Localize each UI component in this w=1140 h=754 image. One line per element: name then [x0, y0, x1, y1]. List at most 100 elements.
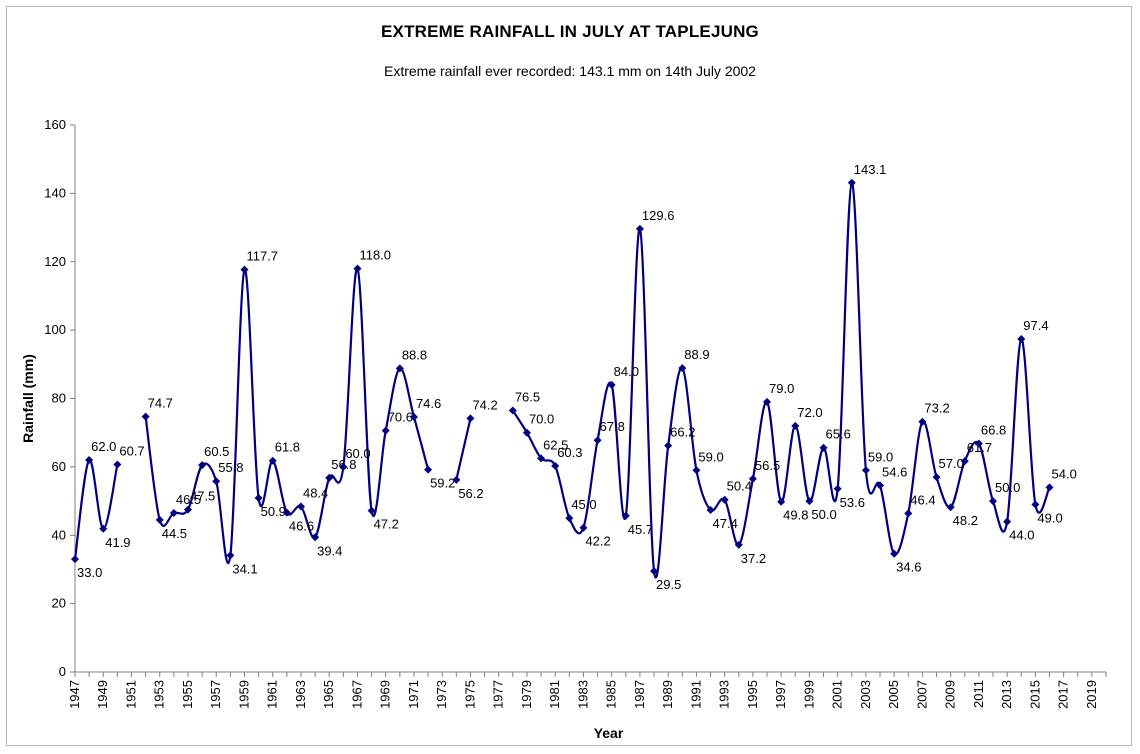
- x-tick-label: 1965: [321, 680, 336, 709]
- data-label: 62.0: [91, 439, 116, 454]
- x-tick-label: 1983: [575, 680, 590, 709]
- data-point: [890, 549, 899, 558]
- data-label: 48.4: [303, 486, 328, 501]
- x-tick-label: 1957: [208, 680, 223, 709]
- data-point: [409, 412, 418, 421]
- data-label: 46.5: [176, 492, 201, 507]
- data-point: [240, 265, 249, 274]
- data-point: [932, 473, 941, 482]
- data-point: [819, 443, 828, 452]
- data-label: 39.4: [317, 543, 342, 558]
- x-tick-label: 2009: [943, 680, 958, 709]
- series-line: [73, 458, 119, 560]
- data-point: [183, 505, 192, 514]
- x-tick-label: 1989: [660, 680, 675, 709]
- data-point: [85, 456, 94, 465]
- data-label: 47.4: [713, 516, 738, 531]
- x-tick-label: 1975: [462, 680, 477, 709]
- x-tick-label: 1999: [801, 680, 816, 709]
- x-tick-label: 2001: [830, 680, 845, 709]
- x-tick-label: 1995: [745, 680, 760, 709]
- data-point: [254, 493, 263, 502]
- data-label: 56.2: [458, 486, 483, 501]
- data-point: [1031, 500, 1040, 509]
- data-label: 59.2: [430, 476, 455, 491]
- chart-frame: [6, 6, 1132, 746]
- data-label: 72.0: [797, 405, 822, 420]
- data-point: [918, 417, 927, 426]
- y-tick-label: 60: [52, 459, 66, 474]
- data-point: [847, 178, 856, 187]
- data-point: [226, 551, 235, 560]
- data-label: 42.2: [585, 534, 610, 549]
- data-point: [678, 364, 687, 373]
- data-point: [99, 524, 108, 533]
- x-tick-label: 2005: [886, 680, 901, 709]
- x-tick-label: 1969: [378, 680, 393, 709]
- data-point: [1003, 517, 1012, 526]
- data-label: 46.6: [289, 519, 314, 534]
- data-label: 45.0: [571, 497, 596, 512]
- data-label: 59.0: [698, 449, 723, 464]
- x-tick-label: 1977: [491, 680, 506, 709]
- data-point: [692, 466, 701, 475]
- chart-title: EXTREME RAINFALL IN JULY AT TAPLEJUNG: [381, 22, 759, 41]
- data-label: 60.7: [119, 443, 144, 458]
- data-point: [452, 475, 461, 484]
- data-label: 48.2: [953, 513, 978, 528]
- data-point: [296, 502, 305, 511]
- data-label: 76.5: [515, 389, 540, 404]
- x-tick-label: 1985: [604, 680, 619, 709]
- data-label: 74.2: [472, 397, 497, 412]
- x-tick-label: 2003: [858, 680, 873, 709]
- data-label: 41.9: [105, 535, 130, 550]
- data-label: 34.1: [232, 561, 257, 576]
- data-point: [664, 441, 673, 450]
- data-label: 70.6: [388, 410, 413, 425]
- x-tick-label: 2011: [971, 680, 986, 708]
- data-label: 45.7: [628, 522, 653, 537]
- data-label: 44.0: [1009, 528, 1034, 543]
- data-label: 47.2: [374, 517, 399, 532]
- chart-subtitle: Extreme rainfall ever recorded: 143.1 mm…: [384, 63, 756, 79]
- data-point: [466, 414, 475, 423]
- x-tick-label: 1967: [349, 680, 364, 709]
- data-label: 118.0: [359, 248, 391, 263]
- data-point: [593, 436, 602, 445]
- data-point: [339, 462, 348, 471]
- data-point: [367, 506, 376, 515]
- data-point: [198, 461, 207, 470]
- x-tick-label: 1979: [519, 680, 534, 709]
- data-label: 54.6: [882, 464, 907, 479]
- data-label: 70.0: [529, 412, 554, 427]
- data-label: 54.0: [1052, 466, 1077, 481]
- data-label: 66.8: [981, 423, 1006, 438]
- x-axis-title: Year: [594, 725, 624, 741]
- data-point: [635, 224, 644, 233]
- x-tick-label: 1959: [236, 680, 251, 709]
- data-label: 47.5: [190, 489, 215, 504]
- data-label: 84.0: [614, 364, 639, 379]
- data-label: 37.2: [741, 551, 766, 566]
- data-point: [311, 533, 320, 542]
- data-point: [353, 264, 362, 273]
- data-point: [904, 509, 913, 518]
- y-axis-title: Rainfall (mm): [20, 354, 36, 443]
- data-point: [706, 505, 715, 514]
- data-point: [1017, 335, 1026, 344]
- data-point: [720, 495, 729, 504]
- data-point: [579, 523, 588, 532]
- data-label: 59.0: [868, 449, 893, 464]
- y-tick-label: 80: [52, 391, 66, 406]
- data-point: [155, 515, 164, 524]
- data-point: [946, 503, 955, 512]
- data-label: 66.2: [670, 425, 695, 440]
- data-label: 50.4: [727, 479, 752, 494]
- x-tick-label: 1991: [688, 680, 703, 709]
- data-point: [141, 412, 150, 421]
- data-point: [381, 426, 390, 435]
- data-label: 117.7: [246, 249, 278, 264]
- data-label: 65.6: [826, 427, 851, 442]
- x-tick-label: 2019: [1084, 680, 1099, 709]
- x-tick-label: 1949: [95, 680, 110, 709]
